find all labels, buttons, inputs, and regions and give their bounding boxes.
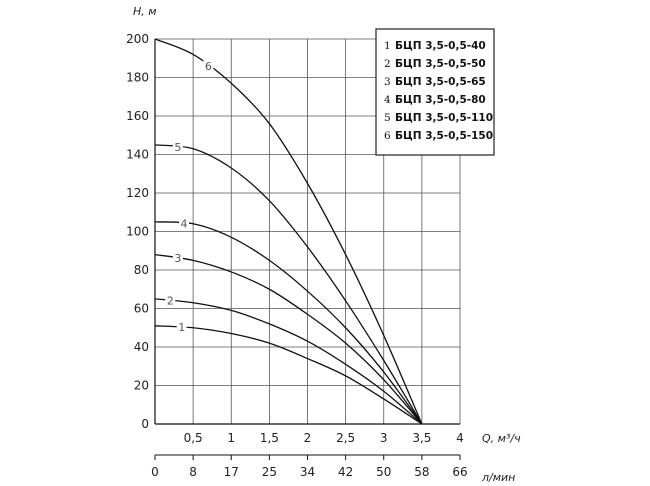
legend-number-6: 6 bbox=[384, 130, 391, 142]
legend-number-2: 2 bbox=[384, 58, 391, 70]
legend-box bbox=[375, 28, 495, 156]
y-tick-label: 180 bbox=[126, 71, 149, 85]
legend-entry-3: БЦП 3,5-0,5-65 bbox=[395, 76, 486, 88]
series-label-5: 5 bbox=[174, 141, 181, 154]
legend-number-4: 4 bbox=[384, 94, 391, 106]
y-tick-label: 160 bbox=[126, 109, 149, 123]
x-tick-label-lmin: 58 bbox=[414, 465, 429, 479]
legend-entry-1: БЦП 3,5-0,5-40 bbox=[395, 40, 486, 52]
series-label-4: 4 bbox=[180, 217, 187, 230]
series-line-3 bbox=[154, 253, 423, 425]
y-tick-label: 120 bbox=[126, 186, 149, 200]
legend-entry-2: БЦП 3,5-0,5-50 bbox=[395, 58, 486, 70]
y-tick-label: 100 bbox=[126, 225, 149, 239]
legend-entry-5: БЦП 3,5-0,5-110 bbox=[395, 112, 493, 124]
x-axis-title: Q, м³/ч bbox=[482, 432, 521, 445]
y-tick-label: 0 bbox=[141, 417, 149, 431]
series-label-bg bbox=[172, 140, 183, 154]
y-tick-label: 140 bbox=[126, 148, 149, 162]
x-tick-label: 4 bbox=[456, 431, 464, 445]
x-tick-label-lmin: 25 bbox=[262, 465, 277, 479]
x-tick-label-lmin: 50 bbox=[376, 465, 391, 479]
series-label-bg bbox=[165, 293, 176, 307]
legend-entry-6: БЦП 3,5-0,5-150 bbox=[395, 130, 493, 142]
x-tick-label-lmin: 42 bbox=[338, 465, 353, 479]
series-line-2 bbox=[154, 298, 423, 425]
x-tick-label-lmin: 0 bbox=[151, 465, 159, 479]
axes bbox=[154, 39, 461, 460]
x-tick-label: 1,5 bbox=[260, 431, 279, 445]
series-label-bg bbox=[176, 320, 187, 334]
legend-number-5: 5 bbox=[384, 112, 391, 124]
y-tick-label: 40 bbox=[134, 340, 149, 354]
x-tick-label: 0,5 bbox=[184, 431, 203, 445]
legend-number-1: 1 bbox=[384, 40, 391, 52]
series-line-4 bbox=[154, 221, 423, 425]
y-tick-label: 60 bbox=[134, 302, 149, 316]
curves: 1 2 3 4 5 6 bbox=[154, 38, 423, 425]
x-tick-label-lmin: 17 bbox=[224, 465, 239, 479]
legend-entry-4: БЦП 3,5-0,5-80 bbox=[395, 94, 486, 106]
series-label-6: 6 bbox=[205, 60, 212, 73]
series-label-bg bbox=[178, 216, 189, 230]
legend: 1 БЦП 3,5-0,5-40 2 БЦП 3,5-0,5-50 3 БЦП 3,5-0… bbox=[375, 28, 495, 156]
series-line-1 bbox=[154, 325, 423, 425]
x-tick-label: 3 bbox=[380, 431, 388, 445]
y-axis-title: H, м bbox=[133, 5, 157, 18]
x-tick-label: 3,5 bbox=[412, 431, 431, 445]
series-label-1: 1 bbox=[178, 321, 185, 334]
x-axis-title-lmin: л/мин bbox=[481, 471, 515, 484]
series-label-3: 3 bbox=[174, 252, 181, 265]
series-label-2: 2 bbox=[167, 294, 174, 307]
x-tick-label-lmin: 8 bbox=[189, 465, 197, 479]
y-tick-label: 200 bbox=[126, 32, 149, 46]
x-tick-label-lmin: 34 bbox=[300, 465, 315, 479]
x-tick-label-lmin: 66 bbox=[452, 465, 467, 479]
x-tick-label: 2,5 bbox=[336, 431, 355, 445]
y-tick-label: 80 bbox=[134, 263, 149, 277]
series-line-6 bbox=[154, 38, 423, 425]
series-label-bg bbox=[203, 58, 214, 72]
x-tick-label: 1 bbox=[227, 431, 235, 445]
x-tick-label: 2 bbox=[304, 431, 312, 445]
legend-number-3: 3 bbox=[384, 76, 391, 88]
series-label-bg bbox=[172, 251, 183, 265]
series-line-5 bbox=[154, 144, 423, 425]
y-tick-label: 20 bbox=[134, 379, 149, 393]
